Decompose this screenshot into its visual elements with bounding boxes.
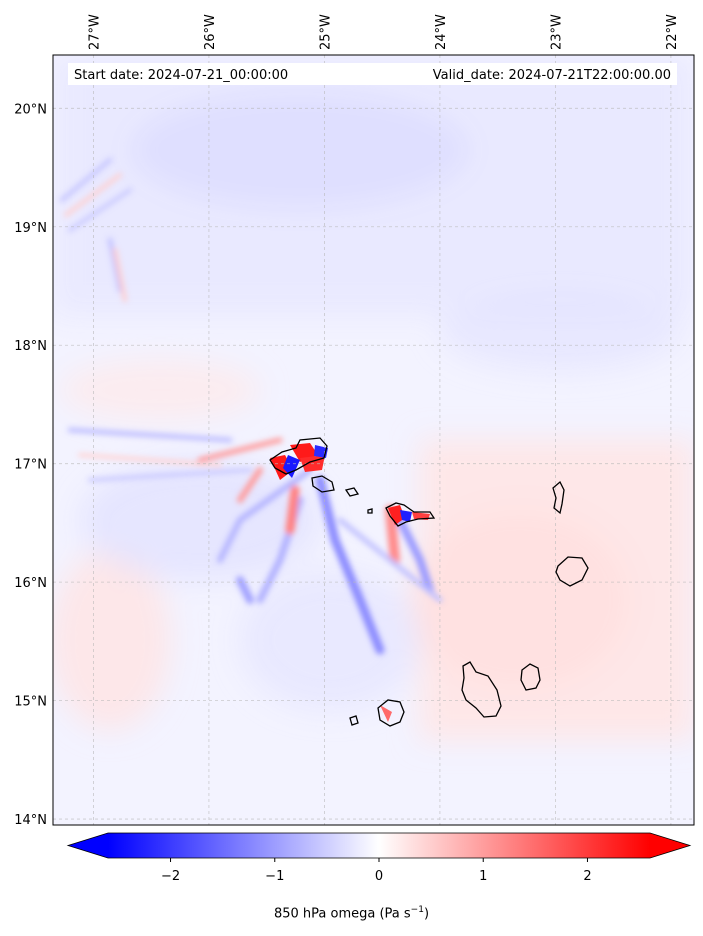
latitude-tick-label: 18°N [14,339,47,354]
colorbar-tick-label: 0 [375,869,383,884]
map-frame [52,54,695,826]
island-sal [552,480,565,515]
colorbar-tick-label: −1 [265,869,284,884]
island-fogo [377,699,405,727]
colorbar-title: 850 hPa omega (Pa s−1) [0,905,703,921]
colorbar-title-sup: −1 [410,905,424,915]
gridlines [53,55,694,825]
omega-waves-nw [59,157,252,482]
island-santiago [461,661,502,718]
latitude-tick-label: 16°N [14,576,47,591]
latitude-tick-label: 15°N [14,695,47,710]
colorbar-outline [66,832,692,859]
latitude-tick-label: 19°N [14,221,47,236]
longitude-tick-label: 22°W [665,14,680,50]
omega-field-broad [53,55,694,740]
colorbar-tick-label: 2 [583,869,591,884]
colorbar-extend-max [650,833,690,858]
longitude-tick-label: 27°W [87,14,102,50]
island-raso [367,508,373,514]
latitude-tick-label: 14°N [14,813,47,828]
omega-plumes [197,437,443,655]
island-maio [520,663,541,691]
header-box: Start date: 2024-07-21_00:00:00 Valid_da… [68,63,677,85]
latitude-tick-label: 17°N [14,458,47,473]
colorbar-extend-min [68,833,108,858]
latitude-tick-labels: 20°N 19°N 18°N 17°N 16°N 15°N 14°N [14,102,47,828]
colorbar-ticks: −2 −1 0 1 2 [161,858,592,884]
coastlines [269,437,589,727]
island-sao-vicente [311,475,335,493]
island-boa-vista [555,556,589,587]
island-santa-luzia [344,487,360,497]
island-santo-antao [269,437,328,475]
colorbar-bar [108,833,650,858]
latitude-tick-label: 20°N [14,102,47,117]
colorbar-title-main: 850 hPa omega (Pa s [273,906,411,922]
map-panel [53,55,694,825]
longitude-tick-label: 26°W [203,14,218,50]
colorbar-tick-label: 1 [479,869,487,884]
island-brava [349,715,359,726]
colorbar: −2 −1 0 1 2 [66,832,692,884]
colorbar-tick-label: −2 [161,869,180,884]
longitude-tick-labels: 27°W 26°W 25°W 24°W 23°W 22°W [87,14,679,50]
valid-date-text: Valid_date: 2024-07-21T22:00:00.00 [433,68,671,83]
longitude-tick-label: 24°W [434,14,449,50]
island-sao-nicolau [385,502,436,527]
start-date-text: Start date: 2024-07-21_00:00:00 [74,68,288,83]
colorbar-title-end: ) [423,906,430,922]
longitude-tick-label: 23°W [549,14,564,50]
longitude-tick-label: 25°W [318,14,333,50]
